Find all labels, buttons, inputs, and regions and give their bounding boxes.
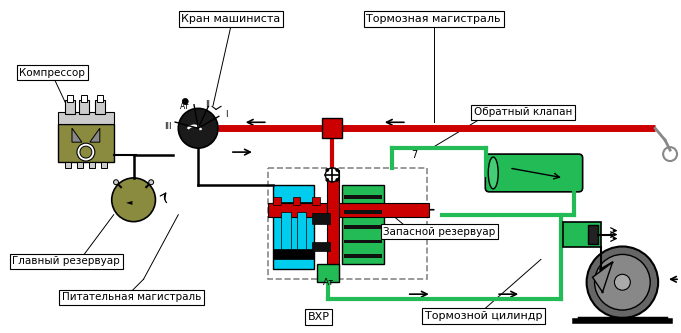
Bar — [313, 213, 330, 224]
Text: Тормозная магистраль: Тормозная магистраль — [366, 14, 501, 24]
Bar — [77, 162, 83, 168]
Bar — [268, 168, 427, 279]
Bar — [58, 124, 114, 162]
FancyBboxPatch shape — [486, 154, 583, 192]
Circle shape — [326, 168, 339, 182]
Text: Ат: Ат — [180, 102, 190, 111]
Circle shape — [326, 178, 329, 181]
Text: Питательная магистраль: Питательная магистраль — [62, 292, 202, 302]
Circle shape — [178, 108, 218, 148]
Circle shape — [183, 99, 188, 105]
Circle shape — [595, 254, 650, 310]
Bar — [65, 162, 71, 168]
Circle shape — [114, 180, 118, 185]
Text: Ат: Ат — [323, 278, 334, 287]
Bar — [317, 264, 339, 282]
Bar — [343, 185, 384, 264]
Text: Главный резервуар: Главный резервуар — [12, 256, 120, 266]
Polygon shape — [592, 262, 612, 292]
Bar — [313, 241, 330, 251]
Bar — [344, 195, 382, 199]
Circle shape — [77, 143, 95, 161]
Polygon shape — [72, 128, 82, 142]
Circle shape — [614, 274, 631, 290]
Bar — [268, 203, 428, 217]
Text: Кран машиниста: Кран машиниста — [181, 14, 281, 24]
Bar — [95, 101, 105, 114]
Bar — [81, 96, 87, 103]
Bar — [67, 96, 73, 103]
Circle shape — [112, 178, 155, 222]
Circle shape — [586, 246, 658, 318]
Bar — [296, 212, 306, 249]
Ellipse shape — [488, 157, 498, 189]
Bar — [313, 197, 320, 205]
Bar — [272, 202, 315, 212]
Bar — [322, 118, 343, 138]
Text: Запасной резервуар: Запасной резервуар — [383, 226, 496, 236]
Bar — [328, 170, 339, 279]
Polygon shape — [90, 128, 100, 142]
Circle shape — [336, 168, 338, 171]
Bar — [344, 210, 382, 214]
Circle shape — [326, 168, 329, 171]
Text: ВХР: ВХР — [307, 312, 330, 322]
Bar — [344, 225, 382, 228]
Text: III: III — [165, 122, 172, 131]
Bar — [272, 185, 315, 269]
Text: Компрессор: Компрессор — [19, 68, 85, 78]
Bar — [344, 239, 382, 243]
Bar — [101, 162, 107, 168]
Bar — [272, 249, 315, 259]
Bar — [89, 162, 95, 168]
Bar — [65, 101, 75, 114]
Text: Тормозной цилиндр: Тормозной цилиндр — [424, 311, 542, 321]
Text: I: I — [225, 110, 227, 119]
Bar — [79, 101, 89, 114]
Text: Обратный клапан: Обратный клапан — [474, 107, 572, 117]
Text: ◄: ◄ — [127, 197, 133, 206]
Bar — [97, 96, 103, 103]
Bar — [563, 222, 601, 247]
Bar — [58, 112, 114, 124]
Bar — [281, 212, 291, 249]
Bar — [272, 197, 281, 205]
Bar — [344, 254, 382, 258]
Circle shape — [80, 146, 92, 158]
Text: II: II — [206, 100, 210, 109]
Circle shape — [336, 178, 338, 181]
Bar — [293, 197, 300, 205]
Bar — [588, 225, 597, 244]
Circle shape — [148, 180, 154, 185]
Text: 7: 7 — [411, 150, 418, 160]
